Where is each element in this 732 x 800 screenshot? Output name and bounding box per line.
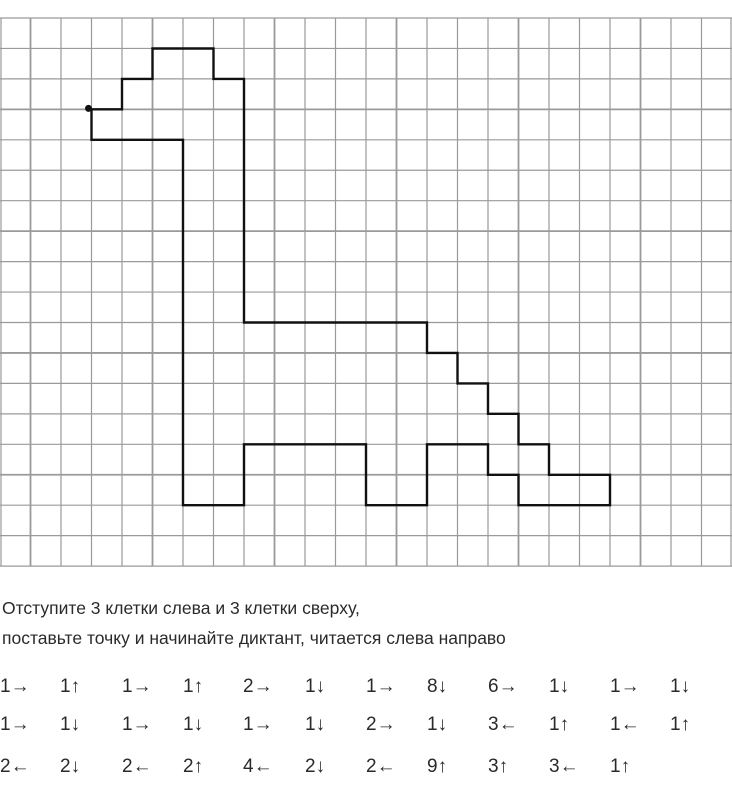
dictation-step: 6→ — [488, 676, 518, 697]
dictation-step: 2↓ — [60, 756, 81, 777]
dictation-step: 1↑ — [60, 676, 81, 697]
dictation-step: 3← — [549, 756, 579, 777]
dictation-row: 2← 2↓ 2← 2↑ 4← 2↓ 2← 9↑ 3↑ 3← 1↑ — [0, 756, 732, 786]
dictation-step: 1↓ — [549, 676, 570, 697]
dictation-step: 1↓ — [427, 714, 448, 735]
dictation-step: 8↓ — [427, 676, 448, 697]
dictation-step: 1← — [610, 714, 640, 735]
dinosaur-outline — [90, 47, 612, 507]
dictation-step: 1↓ — [305, 714, 326, 735]
dictation-step: 2↓ — [305, 756, 326, 777]
instruction-line-1: Отступите 3 клетки слева и 3 клетки свер… — [2, 598, 360, 618]
dictation-step: 1→ — [0, 714, 30, 735]
instruction-line-2: поставьте точку и начинайте диктант, чит… — [2, 628, 506, 648]
dictation-step: 2← — [366, 756, 396, 777]
dictation-step: 2← — [122, 756, 152, 777]
dictation-step: 1→ — [0, 676, 30, 697]
dictation-step: 1↑ — [183, 676, 204, 697]
dictation-step: 2↑ — [183, 756, 204, 777]
dictation-step: 4← — [243, 756, 273, 777]
dictation-step: 1→ — [122, 676, 152, 697]
dictation-step: 1→ — [243, 714, 273, 735]
dictation-step: 1↑ — [610, 756, 631, 777]
grid-with-drawing — [0, 17, 732, 567]
dictation-step: 1↓ — [60, 714, 81, 735]
dictation-step: 1↑ — [670, 714, 691, 735]
dictation-step: 1↓ — [670, 676, 691, 697]
dictation-step: 1→ — [366, 676, 396, 697]
dictation-step: 9↑ — [427, 756, 448, 777]
dictation-step: 3↑ — [488, 756, 509, 777]
dictation-step: 2← — [0, 756, 30, 777]
dictation-step: 1→ — [610, 676, 640, 697]
dictation-step: 1→ — [122, 714, 152, 735]
start-point-dot — [85, 104, 92, 112]
dictation-step: 2→ — [366, 714, 396, 735]
dictation-step: 1↓ — [183, 714, 204, 735]
dictation-row: 1→ 1↑ 1→ 1↑ 2→ 1↓ 1→ 8↓ 6→ 1↓ 1→ 1↓ — [0, 676, 732, 706]
dictation-step: 1↑ — [549, 714, 570, 735]
dictation-row: 1→ 1↓ 1→ 1↓ 1→ 1↓ 2→ 1↓ 3← 1↑ 1← 1↑ — [0, 714, 732, 744]
dictation-step: 1↓ — [305, 676, 326, 697]
dictation-step: 3← — [488, 714, 518, 735]
dictation-step: 2→ — [243, 676, 273, 697]
